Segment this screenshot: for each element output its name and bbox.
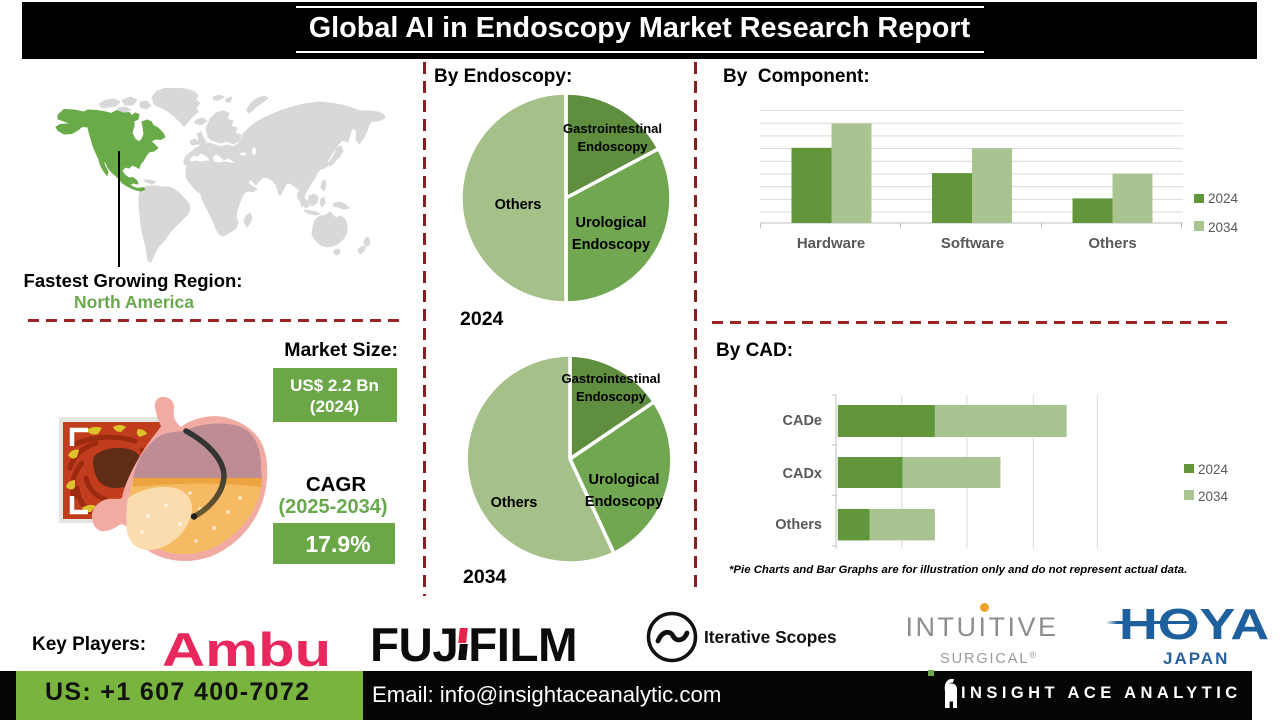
svg-text:Iterative Scopes: Iterative Scopes: [704, 627, 837, 647]
svg-text:Software: Software: [941, 235, 1004, 252]
svg-text:Others: Others: [1088, 235, 1136, 252]
svg-text:Hardware: Hardware: [797, 235, 865, 252]
